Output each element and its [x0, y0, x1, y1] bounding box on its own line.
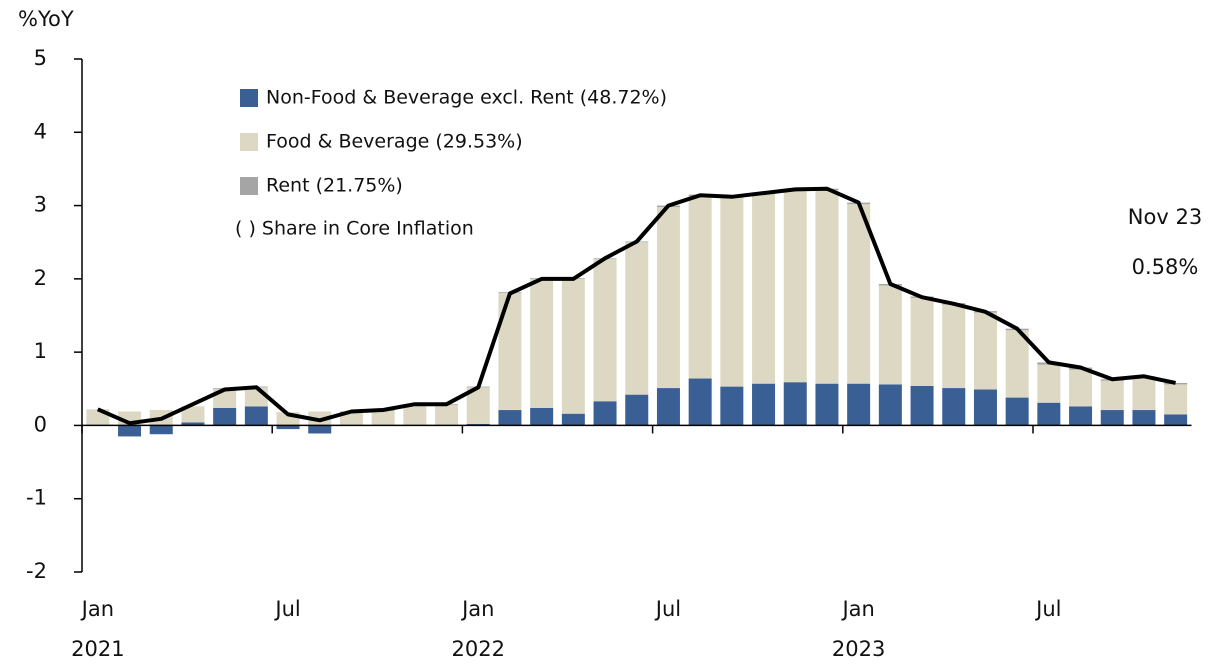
bar: [244, 387, 268, 407]
bar: [1069, 369, 1093, 407]
legend-label: Food & Beverage (29.53%): [266, 131, 523, 153]
x-tick-label: Jul: [654, 597, 681, 621]
bar: [656, 207, 680, 389]
legend-swatch: [240, 89, 258, 107]
legend-label: Rent (21.75%): [266, 175, 403, 197]
y-tick-label: 5: [34, 46, 47, 70]
bar: [878, 285, 902, 385]
bar: [847, 204, 871, 384]
bar: [783, 382, 807, 426]
bar: [1069, 406, 1093, 426]
x-year-label: 2021: [71, 637, 124, 661]
line: [96, 186, 1177, 426]
bar: [1005, 397, 1029, 426]
bar: [149, 425, 173, 435]
bar: [752, 383, 776, 426]
bar: [118, 425, 142, 437]
bar: [498, 410, 522, 426]
bar: [561, 413, 585, 426]
bar: [244, 406, 268, 426]
bar: [593, 401, 617, 426]
bar: [752, 193, 776, 384]
bar: [1132, 377, 1156, 411]
bar: [878, 384, 902, 426]
x-tick-label: Jul: [1034, 597, 1061, 621]
bar: [910, 385, 934, 426]
bar: [530, 278, 554, 408]
legend-swatch: [240, 177, 258, 195]
bar: [1005, 330, 1029, 398]
bar: [720, 386, 744, 426]
bar: [942, 304, 966, 389]
x-tick-label: Jan: [80, 597, 114, 621]
bar: [625, 394, 649, 426]
bar: [561, 278, 585, 414]
y-tick-label: 0: [34, 412, 47, 436]
bar: [815, 190, 839, 384]
annotation: Nov 23: [1128, 205, 1202, 229]
x-year-label: 2022: [452, 637, 505, 661]
y-tick-label: 3: [34, 193, 47, 217]
bar: [213, 407, 237, 426]
bar: [181, 422, 205, 426]
bar: [1132, 410, 1156, 426]
bar: [1100, 410, 1124, 426]
bar: [1037, 402, 1061, 426]
bar: [1164, 414, 1188, 426]
legend-note: ( ) Share in Core Inflation: [235, 218, 474, 240]
annotation: 0.58%: [1132, 255, 1199, 279]
bar: [625, 242, 649, 395]
bar: [403, 404, 427, 426]
x-year-label: 2023: [832, 637, 885, 661]
bar: [276, 425, 300, 430]
y-tick-label: -1: [26, 486, 47, 510]
x-tick-label: Jul: [273, 597, 300, 621]
bar: [435, 404, 459, 426]
bar: [530, 407, 554, 426]
y-tick-label: 1: [34, 339, 47, 363]
bar: [593, 259, 617, 402]
x-tick-label: Jan: [460, 597, 494, 621]
bar: [1164, 384, 1188, 415]
y-tick-label: -2: [26, 559, 47, 583]
bar: [656, 388, 680, 426]
bar: [815, 383, 839, 426]
bar: [973, 389, 997, 426]
bar: [688, 378, 712, 426]
bar: [720, 197, 744, 387]
bar: [308, 425, 332, 434]
bar: [339, 412, 363, 426]
bar: [371, 410, 395, 426]
bar: [783, 190, 807, 383]
y-axis-label: %YoY: [18, 7, 74, 31]
bar: [1100, 380, 1124, 411]
bar: [910, 297, 934, 386]
y-tick-label: 4: [34, 119, 47, 143]
bar: [1037, 364, 1061, 403]
x-tick-label: Jan: [840, 597, 874, 621]
bar: [1164, 382, 1188, 385]
y-tick-label: 2: [34, 266, 47, 290]
bar: [942, 388, 966, 426]
bar: [466, 387, 490, 424]
bar: [498, 292, 522, 411]
bar: [973, 312, 997, 390]
legend-swatch: [240, 133, 258, 151]
bar: [688, 196, 712, 379]
bar: [181, 406, 205, 423]
bar: [847, 383, 871, 426]
legend-label: Non-Food & Beverage excl. Rent (48.72%): [266, 87, 667, 109]
